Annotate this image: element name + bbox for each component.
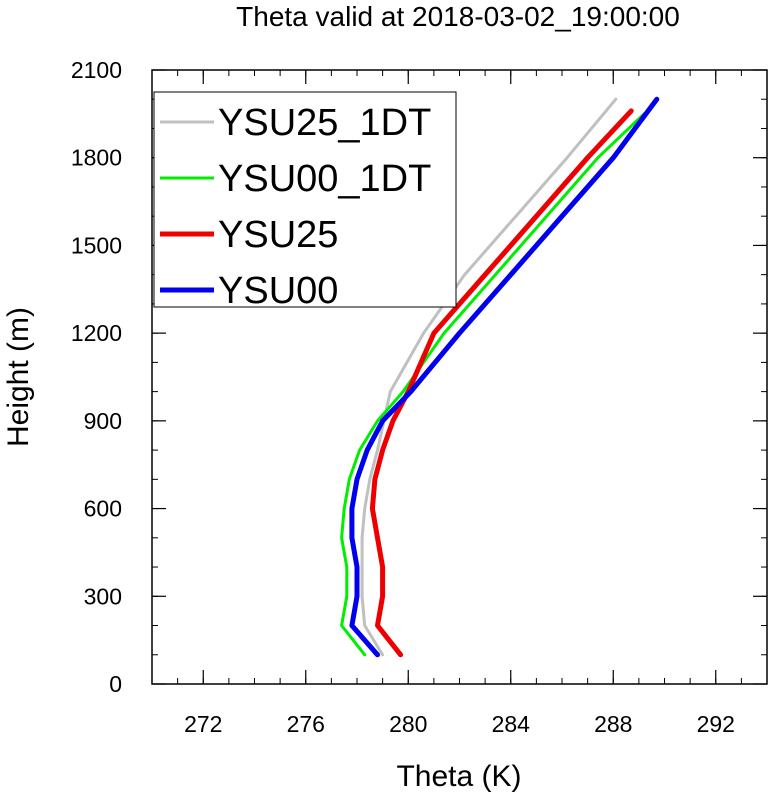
series-line-ysu00-1dt [340,112,646,657]
x-tick-label: 284 [492,711,531,737]
x-tick-label: 272 [184,711,222,737]
y-tick-label: 0 [109,671,122,697]
legend-label: YSU25 [218,214,338,256]
axis-ticks [151,69,768,685]
y-axis-title: Height (m) [2,307,35,447]
series-line-ysu25-1dt [360,97,618,657]
legend-label: YSU00_1DT [218,158,431,200]
axis-tick-labels: 272 276 280 284 288 292 0 300 600 900 1200 1500 1800… [71,57,735,737]
series-group [340,96,660,658]
chart-title: Theta valid at 2018-03-02_19:00:00 [236,1,680,32]
x-tick-label: 280 [389,711,427,737]
y-tick-label: 1200 [71,320,122,346]
y-tick-label: 300 [84,583,122,609]
x-tick-label: 292 [697,711,735,737]
x-tick-label: 288 [594,711,632,737]
plot-frame [151,69,768,685]
y-tick-label: 2100 [71,57,122,83]
legend-label: YSU25_1DT [218,102,431,144]
y-tick-label: 1800 [71,145,122,171]
series-line-ysu00 [349,96,660,658]
y-tick-label: 1500 [71,232,122,258]
y-tick-label: 900 [84,408,122,434]
series-line-ysu25 [369,108,634,658]
legend-box [153,91,457,308]
x-axis-title: Theta (K) [396,760,521,793]
legend: YSU25_1DT YSU00_1DT YSU25 YSU00 [153,91,457,312]
y-tick-label: 600 [84,496,122,522]
legend-label: YSU00 [218,270,338,312]
x-tick-label: 276 [287,711,325,737]
